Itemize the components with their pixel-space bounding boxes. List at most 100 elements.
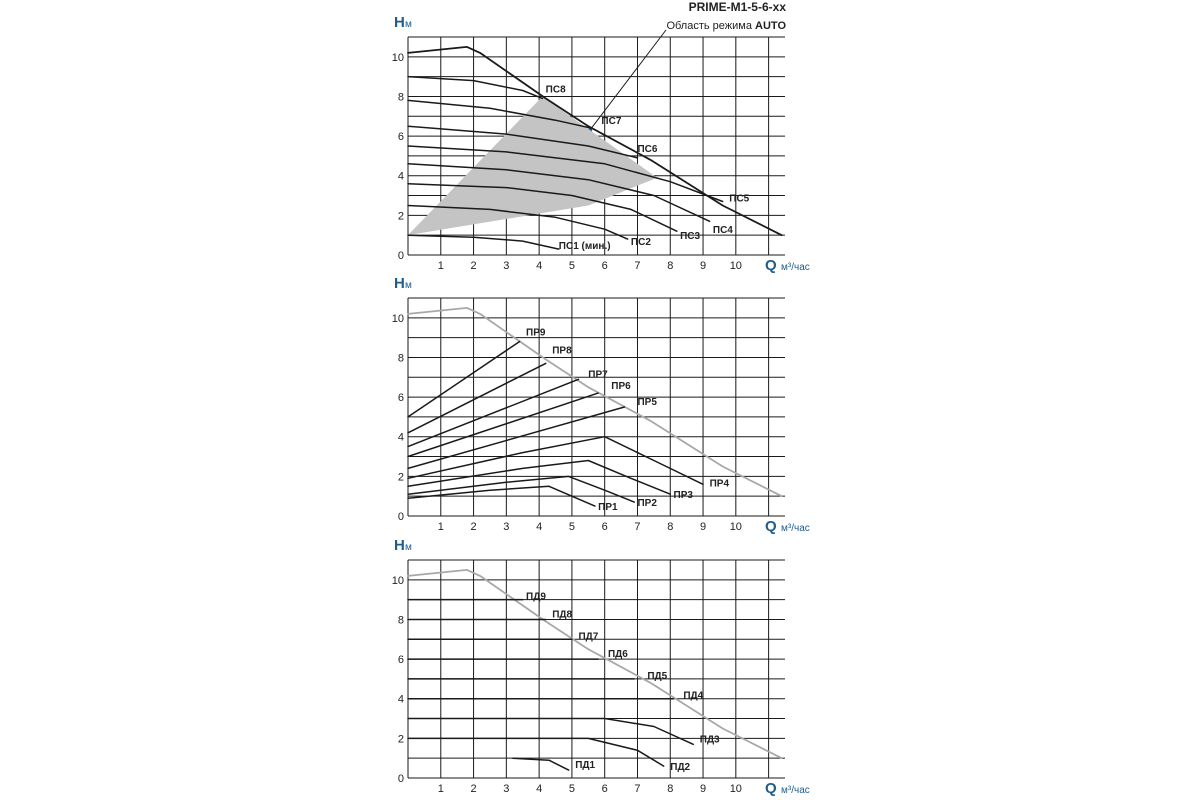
curve-label: ПС2 [631,237,651,248]
curve-ПД3 [407,717,694,746]
x-tick-label: 7 [634,521,640,533]
curve-ПС3 [407,182,678,232]
curve-ПС2 [407,204,629,240]
y-tick-label: 6 [398,131,404,143]
curve-label: ПС8 [546,84,566,95]
curve-label: ПД9 [526,592,546,603]
curve-ПС5 [407,145,724,203]
auto-area-bold: AUTO [755,20,786,32]
x-tick-label: 8 [667,783,673,795]
x-tick-label: 9 [700,783,706,795]
y-tick-label: 0 [398,511,404,523]
curve-label: ПД5 [647,671,667,682]
x-axis-unit: м³/час [781,523,810,534]
curve-ПР7 [407,378,580,448]
auto-area-pointer-line [589,29,667,131]
x-axis-unit: м³/час [781,262,810,273]
figure-header: PRIME-M1-5-6-xx Область режима AUTO [587,0,786,133]
curve-label: ПС6 [637,144,657,155]
curve-ПР4 [407,435,704,486]
curve-label: ПД2 [670,762,690,773]
y-tick-label: 8 [398,91,404,103]
curve-label: ПС3 [680,231,700,242]
y-tick-label: 2 [398,733,404,745]
grid [407,559,785,779]
limit-curve [407,307,783,498]
curve-ПР9 [407,340,521,418]
curve-label: ПР8 [552,345,572,356]
y-axis-unit: м [405,19,412,30]
auto-area-prefix: Область режима [666,20,752,32]
x-tick-label: 10 [730,783,742,795]
grid [407,297,785,517]
curve-label: ПД7 [578,631,598,642]
curve-label: ПР7 [588,369,608,380]
y-tick-label: 2 [398,210,404,222]
x-axis-unit: м³/час [781,785,810,796]
curve-ПС1 (мин.) [407,234,560,250]
y-tick-label: 0 [398,773,404,785]
curve-label: ПР4 [710,478,730,489]
y-axis-title: H [394,275,405,292]
curve-ПР3 [407,459,672,495]
limit-curve [407,569,783,760]
x-tick-label: 10 [730,260,742,272]
curve-ПР1 [407,485,596,507]
x-tick-label: 6 [602,260,608,272]
x-axis-title: Q [765,518,777,535]
curve-ПС7 [407,99,593,129]
y-tick-label: 8 [398,352,404,364]
curve-label: ПС1 (мин.) [559,241,611,252]
x-tick-label: 2 [471,521,477,533]
x-tick-label: 2 [471,260,477,272]
curve-ПС8 [407,75,544,100]
x-axis-title: Q [765,780,777,797]
y-tick-label: 4 [398,694,404,706]
limit-curve [407,46,783,237]
curve-label: ПД4 [683,691,703,702]
curve-label: ПР2 [637,498,657,509]
curve-ПР6 [407,392,599,458]
x-tick-label: 1 [438,521,444,533]
x-tick-label: 5 [569,260,575,272]
curve-ПС4 [407,163,711,223]
curve-ПД2 [407,737,665,767]
y-tick-label: 10 [392,52,404,64]
x-tick-label: 10 [730,521,742,533]
x-tick-label: 7 [634,260,640,272]
curve-label: ПД3 [700,734,720,745]
y-axis-title: H [394,14,405,31]
curve-ПС6 [407,125,639,159]
curve-label: ПР5 [637,397,657,408]
y-axis-unit: м [405,280,412,291]
curve-label: ПД6 [608,649,628,660]
x-tick-label: 9 [700,521,706,533]
y-tick-label: 10 [392,313,404,325]
curve-label: ПС5 [729,193,749,204]
curve-label: ПР6 [611,381,631,392]
x-tick-label: 2 [471,783,477,795]
x-tick-label: 1 [438,260,444,272]
x-tick-label: 5 [569,521,575,533]
y-tick-label: 8 [398,614,404,626]
y-tick-label: 4 [398,171,404,183]
y-tick-label: 0 [398,250,404,262]
x-tick-label: 8 [667,521,673,533]
curve-label: ПС4 [713,225,733,236]
x-tick-label: 4 [536,260,542,272]
y-tick-label: 6 [398,654,404,666]
curve-ПД1 [512,757,570,771]
chart-pd: 1 2 3 4 5 6 7 8 9 10 0 2 4 6 8 10 H м Q м³/час ПД9 ПД8 ПД7 ПД6 П… [392,537,810,797]
y-tick-label: 4 [398,432,404,444]
y-tick-label: 10 [392,575,404,587]
x-tick-label: 5 [569,783,575,795]
auto-area-annotation: Область режима AUTO [666,20,786,32]
chart-pc: 1 2 3 4 5 6 7 8 9 10 0 2 4 6 8 10 H м Q м³/час ПС8 ПС7 ПС6 ПС5 П… [392,14,810,274]
curve-label: ПС7 [601,116,621,127]
curve-ПР5 [407,406,626,470]
y-axis-title: H [394,537,405,554]
x-axis-title: Q [765,257,777,274]
curve-ПР2 [407,475,635,503]
